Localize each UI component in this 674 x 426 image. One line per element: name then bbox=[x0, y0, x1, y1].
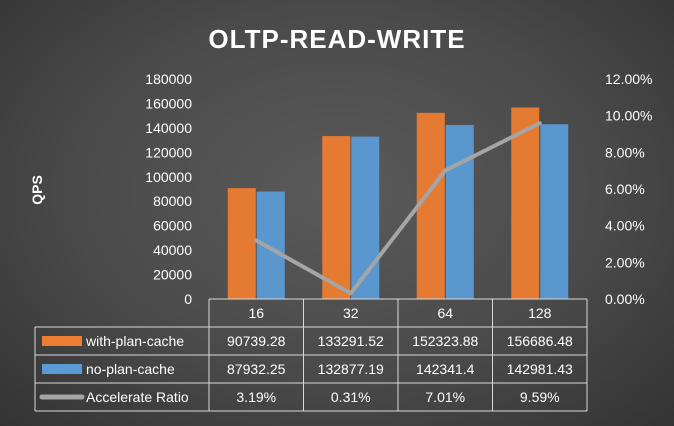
y2-tick-label: 2.00% bbox=[605, 254, 645, 270]
line-accelerate-ratio bbox=[254, 121, 542, 296]
data-label: 3.19% bbox=[236, 389, 276, 405]
y-axis-label: QPS bbox=[29, 175, 45, 205]
data-label: 9.59% bbox=[520, 389, 560, 405]
y-tick-label: 160000 bbox=[145, 95, 192, 111]
data-label: 142341.4 bbox=[416, 361, 475, 377]
bar-no-plan-cache bbox=[445, 125, 474, 299]
legend-label: with-plan-cache bbox=[85, 333, 184, 349]
y2-tick-label: 12.00% bbox=[605, 71, 652, 87]
y-tick-label: 40000 bbox=[153, 242, 192, 258]
y2-tick-label: 4.00% bbox=[605, 218, 645, 234]
line-series-group bbox=[254, 121, 542, 296]
y-tick-label: 80000 bbox=[153, 193, 192, 209]
x-tick-label: 16 bbox=[248, 305, 264, 321]
y-tick-label: 100000 bbox=[145, 169, 192, 185]
legend-label: Accelerate Ratio bbox=[86, 389, 189, 405]
legend-key-no-plan-cache bbox=[42, 364, 82, 374]
y2-tick-label: 8.00% bbox=[605, 144, 645, 160]
data-label: 87932.25 bbox=[227, 361, 286, 377]
legend-label: no-plan-cache bbox=[86, 361, 175, 377]
data-label: 7.01% bbox=[425, 389, 465, 405]
data-label: 90739.28 bbox=[227, 333, 286, 349]
x-tick-label: 32 bbox=[343, 305, 359, 321]
data-label: 152323.88 bbox=[412, 333, 478, 349]
chart-title: OLTP-READ-WRITE bbox=[208, 24, 465, 54]
y-tick-label: 20000 bbox=[153, 267, 192, 283]
y-tick-label: 180000 bbox=[145, 71, 192, 87]
bar-with-plan-cache bbox=[322, 136, 351, 299]
y2-tick-label: 6.00% bbox=[605, 181, 645, 197]
y-tick-label: 60000 bbox=[153, 218, 192, 234]
data-label: 142981.43 bbox=[507, 361, 573, 377]
bar-with-plan-cache bbox=[511, 107, 540, 300]
data-label: 156686.48 bbox=[507, 333, 573, 349]
y-tick-label: 120000 bbox=[145, 144, 192, 160]
data-label: 0.31% bbox=[331, 389, 371, 405]
data-label: 132877.19 bbox=[318, 361, 384, 377]
y-tick-label: 0 bbox=[184, 291, 192, 307]
legend-key-with-plan-cache bbox=[42, 336, 82, 346]
data-table: 16 32 64 128 with-plan-cache 90739.28 133291.5… bbox=[34, 298, 588, 412]
bar-with-plan-cache bbox=[416, 112, 445, 299]
secondary-y-axis: 0.00% 2.00% 4.00% 6.00% 8.00% 10.00% 12.00% bbox=[605, 71, 652, 307]
x-tick-label: 64 bbox=[437, 305, 453, 321]
y-tick-label: 140000 bbox=[145, 120, 192, 136]
bar-with-plan-cache bbox=[227, 188, 256, 299]
y2-tick-label: 10.00% bbox=[605, 108, 652, 124]
bar-no-plan-cache bbox=[540, 124, 569, 299]
x-tick-label: 128 bbox=[528, 305, 552, 321]
y2-tick-label: 0.00% bbox=[605, 291, 645, 307]
y-axis: 0 20000 40000 60000 80000 100000 120000 140000 1… bbox=[145, 71, 192, 307]
data-label: 133291.52 bbox=[318, 333, 384, 349]
